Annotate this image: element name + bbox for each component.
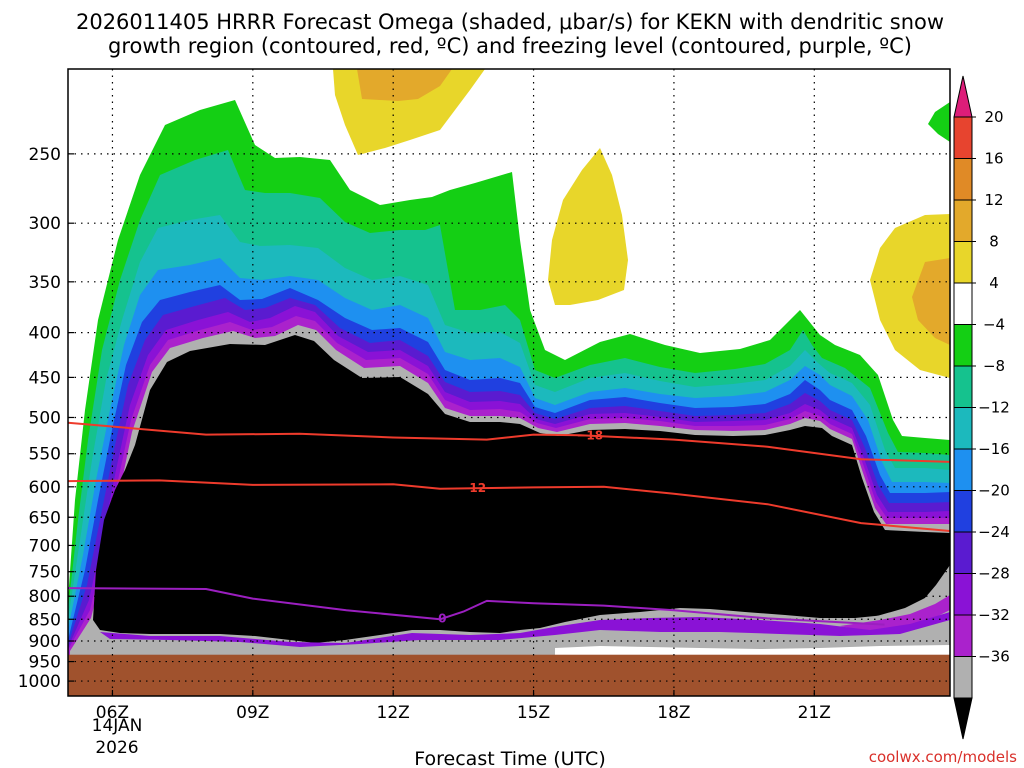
colorbar-label: −32: [978, 606, 1010, 624]
contour-line: [68, 479, 950, 532]
credit-text: coolwx.com/models: [869, 748, 1017, 766]
contour-label: −18: [576, 428, 603, 442]
colorbar-label: −16: [978, 440, 1010, 458]
colorbar-swatch: [953, 531, 973, 574]
colorbar-swatch: [953, 241, 973, 284]
y-tick-label: 500: [29, 408, 61, 428]
contour-line: [68, 587, 885, 626]
y-tick-label: 900: [29, 632, 61, 652]
colorbar-swatch: [953, 282, 973, 325]
contours: −18 −12 0: [68, 421, 950, 626]
x-tick-label: 18Z: [657, 703, 690, 723]
plot-frame: [67, 68, 951, 697]
colorbar-label: −20: [978, 482, 1010, 500]
colorbar-label: −24: [978, 523, 1010, 541]
band-core-black: [93, 335, 950, 643]
y-axis: 2503003504004505005506006507007508008509…: [18, 145, 74, 692]
contour-label: 0: [438, 611, 446, 625]
colorbar-swatch: [953, 490, 973, 533]
x-tick-label: 06Z: [96, 703, 129, 723]
x-tick-label: 12Z: [377, 703, 410, 723]
colorbar-top-arrow: [953, 75, 973, 118]
y-tick-label: 600: [29, 478, 61, 498]
colorbar-swatch: [953, 614, 973, 657]
x-tick-label: 21Z: [798, 703, 831, 723]
rising-patch-yellow-right: [870, 214, 950, 378]
band-lower-left-purple: [100, 612, 950, 647]
colorbar-label: 20: [984, 108, 1003, 126]
y-tick-label: 850: [29, 610, 61, 630]
y-tick-label: 350: [29, 273, 61, 293]
x-tick-label: 15Z: [517, 703, 550, 723]
band-lower-white: [555, 645, 950, 655]
colorbar-swatch: [953, 199, 973, 242]
omega-bands: [68, 100, 950, 655]
colorbar-swatch: [953, 158, 973, 201]
band-lower-right-gray: [870, 565, 950, 620]
colorbar-label: −12: [978, 399, 1010, 417]
colorbar: 20 16 12 8 4 −4 −8 −12 −16 −20 −24 −28 −32 −36: [953, 75, 1010, 740]
y-tick-label: 650: [29, 508, 61, 528]
colorbar-swatch: [953, 116, 973, 159]
colorbar-label: 4: [989, 274, 999, 292]
y-tick-label: 750: [29, 563, 61, 583]
contour-label: −12: [459, 481, 486, 495]
x-axis: 06Z 09Z 12Z 15Z 18Z 21Z: [96, 690, 831, 723]
date-label-day: 14JAN: [92, 716, 143, 736]
rising-patch-yellow-mid: [548, 148, 628, 305]
plot-area: −18 −12 0: [68, 69, 950, 696]
ground-surface: [68, 654, 950, 696]
chart-title-line2: growth region (contoured, red, ºC) and f…: [108, 34, 912, 58]
y-tick-label: 300: [29, 214, 61, 234]
upper-rising-patches: [333, 69, 950, 378]
rising-patch-orange-right: [912, 258, 950, 345]
y-tick-label: 700: [29, 536, 61, 556]
colorbar-bottom-arrow: [953, 697, 973, 740]
colorbar-label: 12: [984, 191, 1003, 209]
colorbar-label: 8: [989, 233, 999, 251]
colorbar-swatch: [953, 407, 973, 450]
grid: [68, 69, 950, 696]
colorbar-label: 16: [984, 150, 1003, 168]
colorbar-swatch: [953, 324, 973, 367]
y-tick-label: 400: [29, 324, 61, 344]
colorbar-swatch: [953, 365, 973, 408]
y-tick-label: 950: [29, 653, 61, 673]
colorbar-label: −8: [983, 357, 1005, 375]
chart-title-line1: 2026011405 HRRR Forecast Omega (shaded, …: [76, 10, 944, 34]
date-label-year: 2026: [95, 738, 138, 758]
y-tick-label: 550: [29, 445, 61, 465]
contour-line: [68, 421, 950, 463]
x-tick-label: 09Z: [236, 703, 269, 723]
colorbar-swatch: [953, 573, 973, 616]
colorbar-swatch: [953, 448, 973, 491]
colorbar-swatch: [953, 656, 973, 699]
y-tick-label: 450: [29, 368, 61, 388]
y-tick-label: 800: [29, 587, 61, 607]
x-axis-title: Forecast Time (UTC): [414, 748, 605, 768]
sinking-patch-green-right: [928, 102, 950, 142]
y-tick-label: 1000: [18, 672, 61, 692]
colorbar-label: −4: [983, 316, 1005, 334]
y-tick-label: 250: [29, 145, 61, 165]
colorbar-label: −28: [978, 565, 1010, 583]
rising-patch-orange-top: [357, 69, 452, 101]
colorbar-label: −36: [978, 648, 1010, 666]
